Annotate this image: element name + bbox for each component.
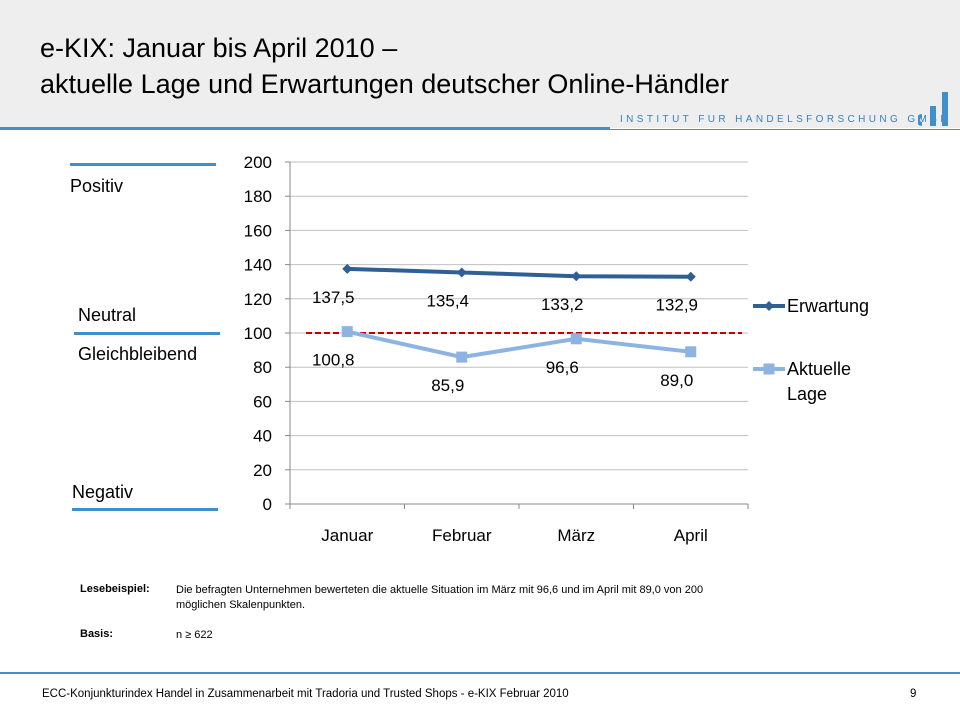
positive-rule (70, 163, 216, 166)
header-rule (0, 127, 610, 130)
point-marker (456, 267, 467, 278)
y-tick-label: 60 (253, 392, 272, 411)
data-label: 133,2 (541, 295, 584, 314)
y-tick-label: 100 (244, 324, 272, 343)
point-marker (342, 263, 353, 274)
point-marker (685, 346, 697, 358)
y-tick-label: 180 (244, 187, 272, 206)
y-tick-label: 20 (253, 461, 272, 480)
series-line-1 (346, 329, 691, 360)
x-tick-label: April (674, 526, 708, 545)
title-line-2: aktuelle Lage und Erwartungen deutscher … (40, 69, 729, 99)
footer-rule (0, 672, 960, 674)
page-number: 9 (910, 688, 917, 700)
data-label: 132,9 (655, 296, 698, 315)
header-band (0, 0, 960, 128)
label-neutral: Neutral (78, 305, 137, 325)
data-label: 89,0 (660, 371, 693, 390)
point-marker (570, 333, 582, 345)
point-marker (685, 271, 696, 282)
point-marker (571, 271, 582, 282)
label-negative: Negativ (72, 482, 134, 502)
page-title: e-KIX: Januar bis April 2010 – aktuelle … (40, 30, 729, 102)
series-line-0 (347, 266, 691, 279)
basis-key: Basis: (80, 628, 114, 640)
y-tick-label: 140 (244, 256, 272, 275)
institute-name: INSTITUT FUR HANDELSFORSCHUNG GMBH (620, 114, 951, 125)
x-tick-label: Januar (321, 526, 373, 545)
label-positive: Positiv (70, 176, 124, 196)
point-marker (341, 326, 353, 338)
data-label: 96,6 (546, 358, 579, 377)
data-label: 85,9 (431, 376, 464, 395)
legend-marker-erwartung (764, 301, 774, 311)
data-label: 137,5 (312, 288, 355, 307)
y-tick-label: 0 (263, 495, 272, 514)
lesebeispiel-line-2: möglichen Skalenpunkten. (176, 599, 306, 611)
x-tick-label: März (557, 526, 595, 545)
neutral-rule (74, 332, 220, 335)
lesebeispiel-line-1: Die befragten Unternehmen bewerteten die… (176, 584, 704, 596)
legend-label-aktuelle: Aktuelle (787, 359, 851, 379)
line-chart: 0 20 40 60 80 100 120 140 160 180 200 Januar Februa… (244, 153, 869, 545)
chart-series: 137,5 135,4 133,2 132,9 100,8 85,9 96,6 89,0 (312, 263, 698, 395)
footer-text: ECC-Konjunkturindex Handel in Zusammenar… (42, 688, 569, 700)
institute-logo-icon (918, 92, 948, 126)
chart-legend: Erwartung Aktuelle Lage (753, 296, 869, 404)
y-tick-label: 80 (253, 358, 272, 377)
legend-label-lage: Lage (787, 384, 827, 404)
legend-marker-aktuelle-lage (763, 363, 775, 375)
y-tick-label: 200 (244, 153, 272, 172)
basis-text: n ≥ 622 (176, 629, 213, 641)
y-tick-label: 160 (244, 221, 272, 240)
x-axis-ticks: Januar Februar März April (321, 526, 708, 545)
chart-grid (285, 161, 749, 509)
title-line-1: e-KIX: Januar bis April 2010 – (40, 33, 398, 63)
point-marker (456, 351, 468, 363)
negative-rule (72, 508, 218, 511)
data-label: 100,8 (312, 351, 355, 370)
data-label: 135,4 (426, 291, 469, 310)
y-tick-label: 120 (244, 290, 272, 309)
label-same: Gleichbleibend (78, 344, 198, 364)
lesebeispiel-text: Die befragten Unternehmen bewerteten die… (176, 583, 703, 613)
legend-label-erwartung: Erwartung (787, 296, 869, 316)
y-axis-ticks: 0 20 40 60 80 100 120 140 160 180 200 (244, 153, 272, 514)
y-tick-label: 40 (253, 427, 272, 446)
lesebeispiel-key: Lesebeispiel: (80, 583, 150, 595)
x-tick-label: Februar (432, 526, 492, 545)
header-rule-thin (600, 129, 960, 130)
